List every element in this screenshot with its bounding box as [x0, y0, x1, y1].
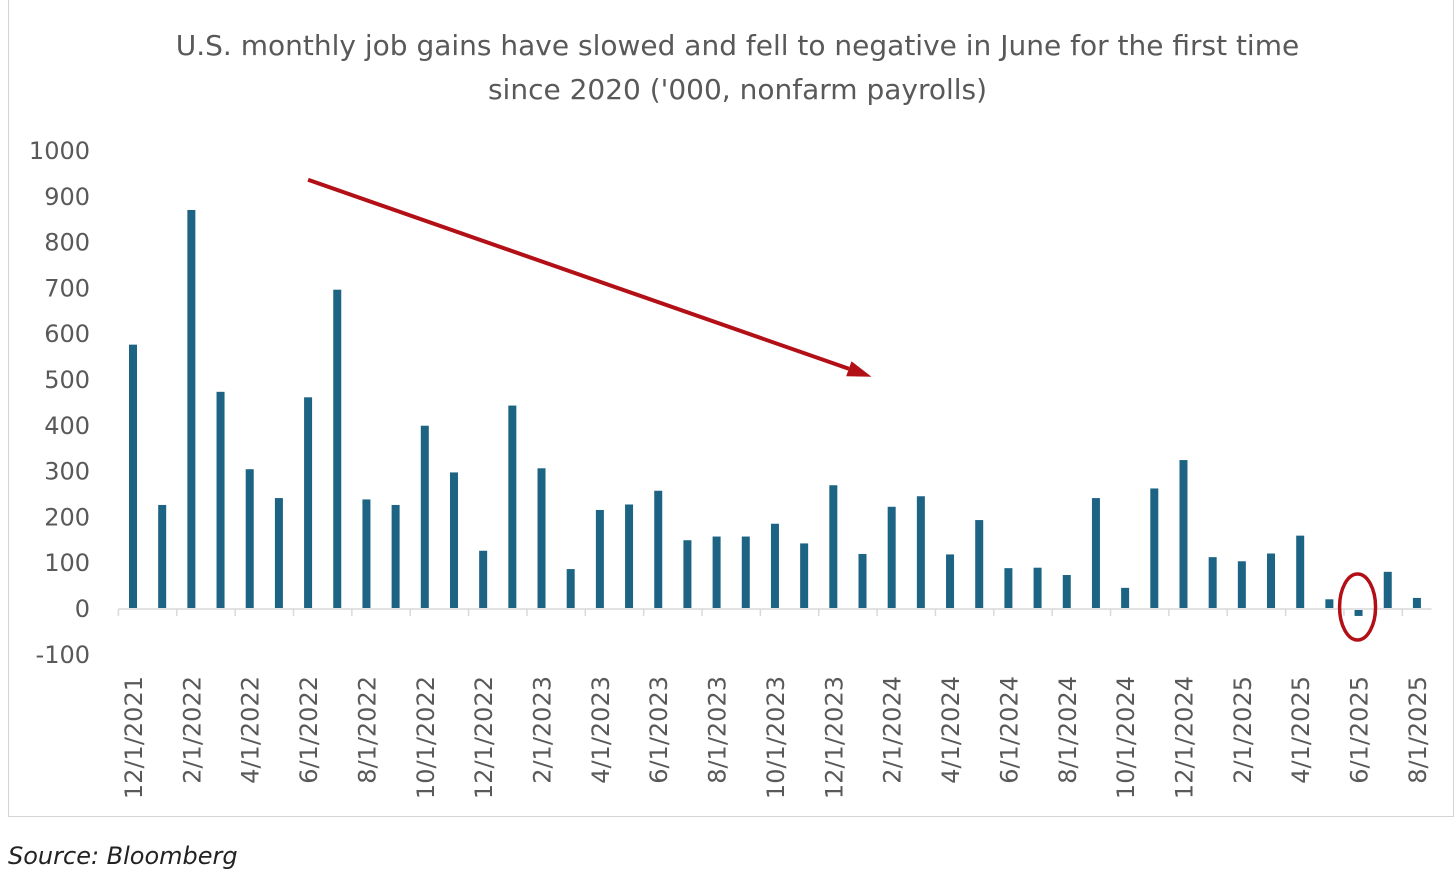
chart-title-line-1: U.S. monthly job gains have slowed and f… [175, 29, 1300, 62]
bar [1267, 553, 1276, 608]
bar [566, 569, 575, 608]
x-tick-label: 2/1/2022 [178, 676, 206, 784]
x-tick-label: 12/1/2022 [470, 676, 498, 799]
bar [1091, 498, 1100, 608]
bar [946, 554, 955, 608]
y-tick-label: 400 [44, 412, 90, 440]
bar [1325, 599, 1334, 608]
bar [1033, 567, 1042, 608]
bar [187, 210, 196, 608]
trend-arrow-shaft [307, 177, 850, 371]
y-tick-label: 600 [44, 320, 90, 348]
bar [508, 405, 517, 608]
bar [683, 540, 692, 608]
x-tick-label: 8/1/2024 [1054, 676, 1082, 784]
bar-series [129, 210, 1421, 616]
y-tick-label: 700 [44, 274, 90, 302]
x-tick-label: 12/1/2024 [1170, 676, 1198, 799]
bar [1296, 535, 1305, 608]
bar [654, 490, 663, 608]
bar [362, 499, 371, 608]
bar [391, 504, 400, 608]
x-tick-label: 10/1/2022 [412, 676, 440, 799]
x-axis-labels: 12/1/2021 2/1/2022 4/1/2022 6/1/2022 8/1/202… [120, 676, 1432, 799]
bar [916, 496, 925, 608]
bar [625, 504, 634, 608]
y-tick-label: 800 [44, 229, 90, 257]
bar [1237, 561, 1246, 608]
bar [158, 504, 167, 608]
bar [420, 425, 429, 608]
bar [129, 344, 137, 608]
chart-frame [8, 0, 1454, 817]
bar [1062, 575, 1071, 608]
bar [800, 543, 809, 608]
bar [1354, 610, 1363, 616]
x-tick-label: 4/1/2025 [1287, 676, 1315, 784]
bar [1208, 557, 1217, 608]
y-tick-label: 1000 [29, 137, 90, 165]
bar [1412, 597, 1421, 608]
x-tick-label: 10/1/2023 [762, 676, 790, 799]
bar [479, 550, 488, 608]
bar [858, 553, 867, 608]
x-tick-label: 4/1/2022 [237, 676, 265, 784]
x-tick-label: 2/1/2023 [529, 676, 557, 784]
x-tick-label: 8/1/2023 [704, 676, 732, 784]
bar [274, 498, 283, 608]
x-tick-label: 8/1/2022 [353, 676, 381, 784]
bar [537, 468, 546, 608]
x-tick-label: 2/1/2024 [879, 676, 907, 784]
bar [1383, 571, 1392, 608]
bar [595, 509, 604, 608]
x-tick-label: 12/1/2021 [120, 676, 148, 799]
chart-title: U.S. monthly job gains have slowed and f… [150, 24, 1325, 112]
x-tick-label: 12/1/2023 [820, 676, 848, 799]
highlight-circle [1337, 572, 1378, 642]
bar [770, 523, 779, 608]
chart-annotations [307, 177, 1378, 642]
y-tick-label: 0 [75, 595, 90, 623]
bar [449, 472, 458, 608]
bar [829, 485, 838, 608]
bar [216, 391, 225, 608]
bar [1121, 587, 1130, 608]
bar [1179, 460, 1188, 608]
x-tick-label: 4/1/2024 [937, 676, 965, 784]
x-tick-label: 4/1/2023 [587, 676, 615, 784]
bar [741, 536, 750, 608]
x-tick-label: 6/1/2023 [645, 676, 673, 784]
bar [975, 520, 984, 608]
y-tick-label: 100 [44, 549, 90, 577]
chart-title-line-2: since 2020 ('000, nonfarm payrolls) [487, 73, 988, 106]
bar [887, 506, 896, 608]
x-tick-label: 10/1/2024 [1112, 676, 1140, 799]
bar [1150, 488, 1159, 608]
y-tick-label: 900 [44, 183, 90, 211]
bar [333, 289, 342, 608]
x-tick-label: 6/1/2024 [995, 676, 1023, 784]
x-tick-label: 6/1/2022 [295, 676, 323, 784]
bar [245, 469, 254, 608]
y-tick-label: 500 [44, 366, 90, 394]
source-caption: Source: Bloomberg [8, 842, 238, 870]
trend-arrow-head [846, 361, 872, 377]
bar [304, 397, 313, 608]
y-tick-label: -100 [36, 641, 90, 669]
x-tick-label: 2/1/2025 [1229, 676, 1257, 784]
x-tick-label: 6/1/2025 [1346, 676, 1374, 784]
x-axis-tick-marks [117, 609, 1404, 616]
bar [712, 536, 721, 608]
y-tick-label: 300 [44, 458, 90, 486]
bar [1004, 568, 1013, 608]
x-tick-label: 8/1/2025 [1404, 676, 1432, 784]
y-tick-label: 200 [44, 503, 90, 531]
